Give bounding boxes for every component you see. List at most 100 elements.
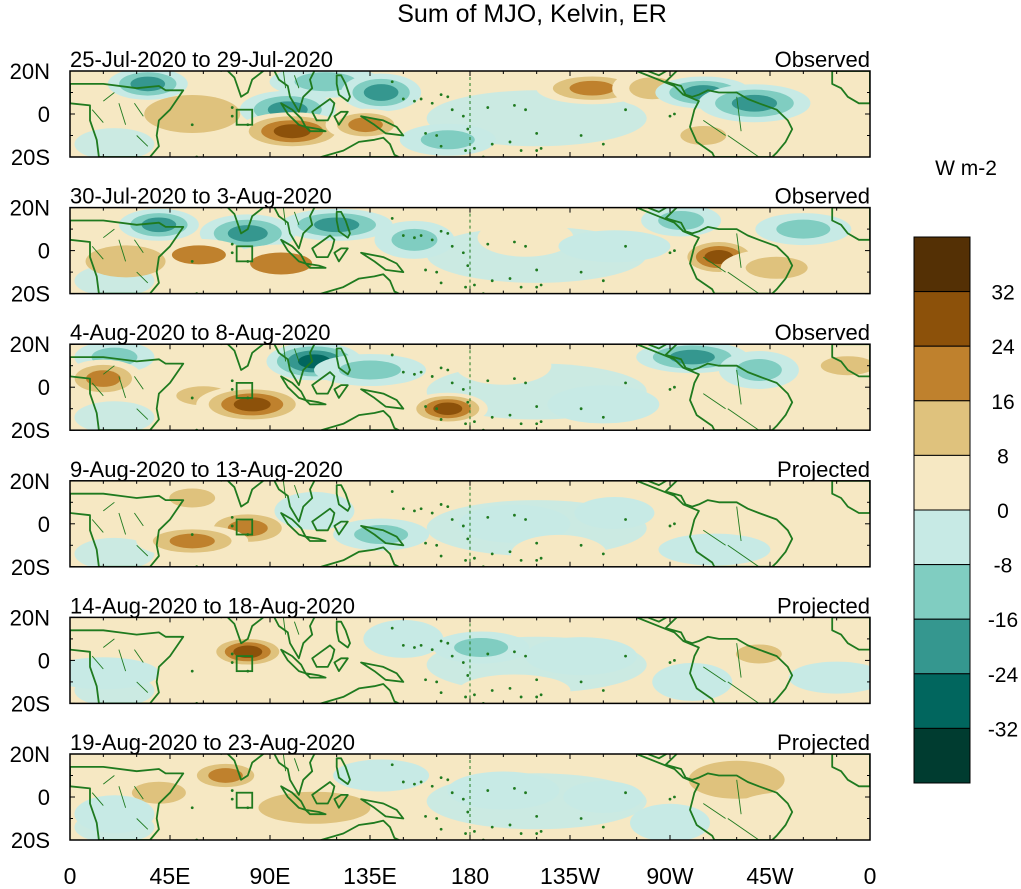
borders [91,480,760,567]
panel-period: 19-Aug-2020 to 23-Aug-2020 [70,730,355,755]
anomaly-negative [333,759,430,792]
colorbar-label: -24 [988,664,1019,687]
y-tick-label: 20S [11,282,50,307]
anomaly-negative [447,771,560,810]
index-box [235,655,254,673]
anomaly-positive [458,674,571,704]
index-box [235,108,254,126]
y-tick-label: 0 [38,239,50,264]
anomaly-negative [399,123,496,156]
y-tick-label: 20N [10,605,50,630]
anomaly-positive [720,248,833,287]
index-box [235,245,254,263]
anomaly-positive [736,791,849,824]
anomaly-negative [547,385,660,424]
colorbar-unit-label: W m-2 [935,157,997,180]
anomaly-positive [144,95,241,133]
anomaly-negative [525,637,638,676]
x-axis: 0 45E 90E 135E 180 135W 90W 45W 0 [64,863,877,889]
field-band [74,401,155,431]
colorbar-swatch [913,509,971,566]
y-tick-label: 20N [10,332,50,357]
index-box [235,381,254,399]
anomaly-negative [314,354,426,386]
y-tick-label: 20S [11,691,50,716]
y-tick-label: 0 [38,375,50,400]
anomaly-positive [225,244,338,283]
anomaly-negative [574,497,655,530]
y-tick-label: 20S [11,418,50,443]
index-box [235,791,254,809]
borders [91,617,760,704]
anomaly-negative [341,73,422,112]
anomaly-negative [630,803,710,840]
x-tick-label: 180 [451,863,489,889]
anomaly-positive [236,112,349,151]
panel-3: 20N 0 20S 4-Aug-2020 to 8-Aug-2020 Observed [10,320,871,443]
y-tick-label: 0 [38,648,50,673]
panel-1: 20N 0 20S 25-Jul-2020 to 29-Jul-2020 Observe… [10,47,871,170]
anomaly-negative [74,795,155,834]
panel-ticks [69,343,871,431]
anomaly-negative [458,504,571,543]
anomaly-positive [774,494,855,533]
anomaly-negative [433,631,530,664]
panel-status: Observed [775,184,870,209]
y-tick-label: 0 [38,512,50,537]
panel-status: Observed [775,320,870,345]
chart-title: Sum of MJO, Kelvin, ER [397,0,667,28]
anomaly-positive [288,667,385,704]
islands [190,353,676,431]
colorbar-label: 24 [991,336,1015,359]
anomaly-positive [152,482,233,514]
y-tick-label: 20N [10,469,50,494]
anomaly-positive [258,791,371,824]
panel-ticks [69,70,871,158]
islands [190,216,676,294]
panel-status: Projected [777,730,870,755]
anomaly-negative [698,84,811,123]
anomaly-positive [688,760,785,799]
colorbar-label: 16 [991,391,1014,414]
panel-ticks [69,616,871,704]
panel-ticks [69,480,871,568]
colorbar-swatch [913,400,971,456]
colorbar-label: -8 [994,555,1013,578]
panel-5: 20N 0 20S 14-Aug-2020 to 18-Aug-2020 Project… [10,593,871,716]
islands [190,490,676,567]
y-tick-label: 0 [38,785,50,810]
anomaly-positive [70,359,144,398]
y-tick-label: 20S [11,555,50,580]
anomaly-positive [663,119,744,152]
colorbar-label: 0 [997,500,1009,523]
islands [190,626,676,704]
panel-ticks [69,753,871,841]
anomaly-negative [788,661,870,694]
islands [190,763,676,840]
anomaly-negative [70,657,160,690]
borders [91,344,760,431]
colorbar-label: -32 [988,718,1018,741]
colorbar: W m-2 32 24 16 8 0 -8 -16 -24 -32 [913,157,1019,784]
x-tick-label: 135W [540,863,600,889]
x-tick-label: 135E [343,863,397,889]
colorbar-label: 32 [991,282,1014,305]
anomaly-positive [185,759,266,792]
panel-status: Projected [777,593,870,618]
anomaly-positive [407,392,488,425]
anomaly-positive [510,534,607,567]
panel-2: 20N 0 20S 30-Jul-2020 to 3-Aug-2020 Observed [10,184,871,307]
anomaly-negative [274,491,355,530]
y-tick-label: 20S [11,145,50,170]
anomaly-negative [558,230,671,263]
borders [91,754,760,840]
panel-ticks [69,207,871,295]
y-tick-label: 20N [10,742,50,767]
colorbar-label: -16 [988,609,1018,632]
borders [91,207,760,294]
y-tick-label: 20S [11,828,50,853]
panel-period: 9-Aug-2020 to 13-Aug-2020 [70,457,343,482]
map-panels: 20N 0 20S 25-Jul-2020 to 29-Jul-2020 Observe… [10,47,871,853]
coastlines [70,344,870,431]
borders [91,71,760,157]
